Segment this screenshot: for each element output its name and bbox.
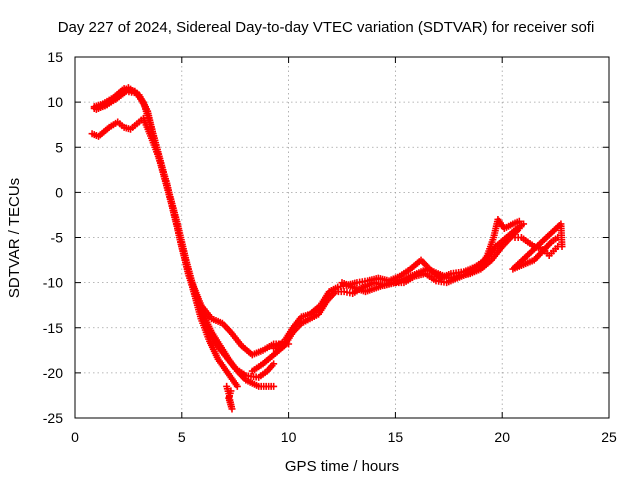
- x-tick-label: 20: [494, 429, 510, 445]
- data-point: [270, 382, 278, 390]
- x-tick-label: 25: [601, 429, 617, 445]
- data-point: [227, 387, 235, 395]
- data-point: [233, 382, 241, 390]
- chart-title: Day 227 of 2024, Sidereal Day-to-day VTE…: [58, 19, 595, 36]
- x-tick-label: 15: [388, 429, 404, 445]
- y-tick-label: -20: [43, 365, 63, 381]
- y-tick-label: -25: [43, 410, 63, 426]
- y-tick-labels: -25 -20 -15 -10 -5 0 5 10 15: [43, 49, 63, 426]
- data-point: [515, 217, 523, 225]
- y-tick-label: 5: [55, 139, 63, 155]
- y-tick-label: -15: [43, 320, 63, 336]
- data-point: [554, 234, 562, 241]
- y-tick-label: 15: [47, 49, 63, 65]
- data-point: [270, 360, 278, 368]
- y-axis-label: SDTVAR / TECUs: [6, 178, 23, 298]
- x-tick-label: 0: [71, 429, 79, 445]
- y-tick-label: 0: [55, 184, 63, 200]
- x-tick-label: 10: [281, 429, 297, 445]
- x-axis-label: GPS time / hours: [285, 458, 399, 475]
- x-tick-labels: 0 5 10 15 20 25: [71, 429, 617, 445]
- y-tick-label: -10: [43, 275, 63, 291]
- x-tick-label: 5: [178, 429, 186, 445]
- axis-ticks: [74, 56, 610, 419]
- gridlines: [75, 57, 609, 418]
- data-points: [88, 84, 566, 413]
- y-tick-label: -5: [51, 230, 64, 246]
- data-point: [520, 220, 528, 228]
- y-tick-label: 10: [47, 94, 63, 110]
